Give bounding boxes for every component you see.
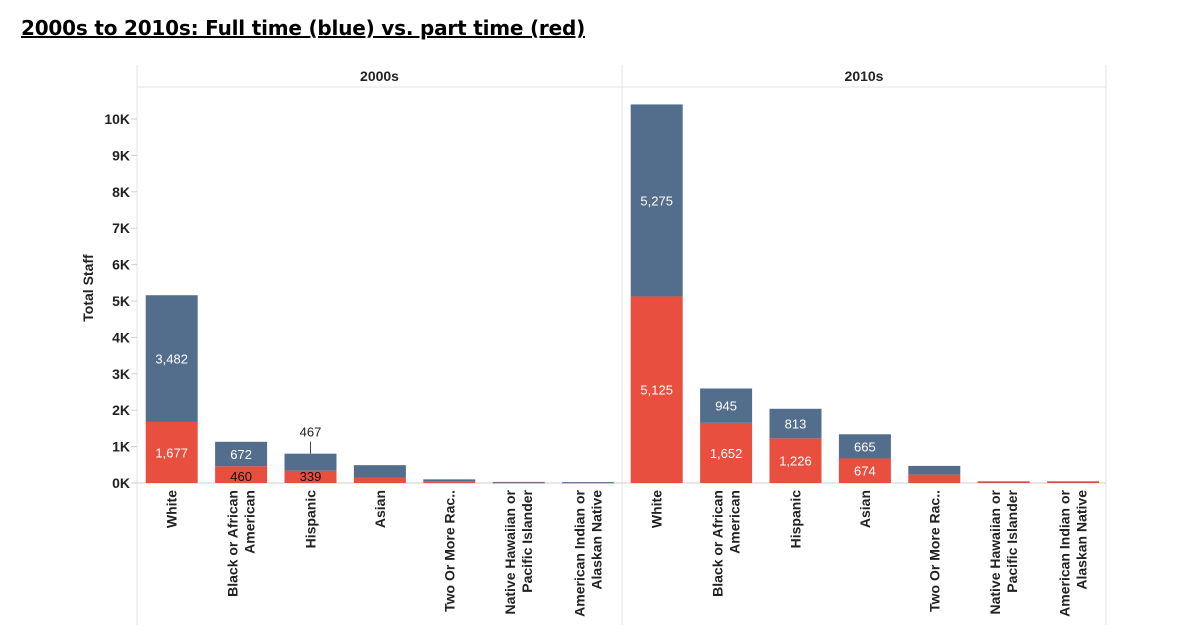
panel-title: 2000s: [360, 68, 399, 84]
y-tick-label: 7K: [112, 220, 130, 236]
full-time-bar: [492, 481, 545, 483]
y-tick-label: 8K: [112, 184, 130, 200]
full-time-bar: [284, 453, 337, 471]
part-time-bar: [838, 458, 891, 483]
category-label: Native Hawaiian or: [502, 489, 518, 614]
full-time-bar: [769, 408, 822, 439]
category-label: Asian: [372, 490, 388, 528]
y-tick-label: 5K: [112, 293, 130, 309]
full-time-bar: [908, 465, 961, 475]
part-time-data-label: 674: [854, 464, 876, 479]
y-tick-label: 4K: [112, 329, 130, 345]
y-tick-label: 0K: [112, 475, 130, 491]
part-time-bar: [215, 466, 268, 483]
full-time-data-label: 672: [230, 447, 252, 462]
full-time-bar: [145, 295, 198, 422]
part-time-bar: [769, 438, 822, 483]
category-label: Pacific Islander: [519, 489, 535, 592]
full-time-bar: [630, 104, 683, 297]
y-axis-label: Total Staff: [80, 254, 96, 322]
category-label: Asian: [857, 490, 873, 528]
full-time-data-label: 945: [715, 399, 737, 414]
part-time-data-label: 460: [230, 469, 252, 484]
part-time-data-label: 1,677: [155, 445, 188, 460]
category-label: Alaskan Native: [1074, 490, 1090, 590]
full-time-bar: [353, 465, 406, 478]
full-time-bar: [562, 482, 615, 483]
part-time-bar: [1047, 481, 1100, 483]
part-time-data-label: 5,125: [640, 383, 673, 398]
panel-title: 2010s: [845, 68, 884, 84]
full-time-data-label: 5,275: [640, 193, 673, 208]
category-label: Black or African: [710, 490, 726, 597]
part-time-data-label: 1,226: [779, 454, 812, 469]
category-label: Hispanic: [788, 490, 804, 549]
category-label: Native Hawaiian or: [987, 489, 1003, 614]
part-time-bar: [145, 421, 198, 483]
y-tick-label: 3K: [112, 366, 130, 382]
part-time-bar: [562, 482, 615, 484]
full-time-bar: [1047, 481, 1100, 483]
part-time-bar: [977, 481, 1030, 483]
category-label: American Indian or: [572, 489, 588, 616]
category-label: Two Or More Rac..: [441, 490, 457, 612]
category-label: Black or African: [225, 490, 241, 597]
full-time-bar: [700, 388, 753, 423]
y-tick-label: 2K: [112, 402, 130, 418]
part-time-data-label: 339: [300, 469, 322, 484]
category-label: White: [649, 490, 665, 528]
part-time-bar: [700, 422, 753, 483]
part-time-bar: [284, 470, 337, 483]
part-time-bar: [492, 482, 545, 484]
category-label: American: [727, 490, 743, 554]
part-time-bar: [630, 296, 683, 483]
full-time-bar: [838, 434, 891, 459]
full-time-bar: [423, 479, 476, 482]
category-label: American: [242, 490, 258, 554]
full-time-bar: [977, 481, 1030, 483]
part-time-bar: [908, 474, 961, 483]
category-label: Pacific Islander: [1004, 489, 1020, 592]
category-label: American Indian or: [1057, 489, 1073, 616]
y-tick-label: 1K: [112, 439, 130, 455]
full-time-bar: [215, 441, 268, 467]
category-label: Two Or More Rac..: [926, 490, 942, 612]
page-title: 2000s to 2010s: Full time (blue) vs. par…: [21, 16, 586, 40]
full-time-data-label: 3,482: [155, 352, 188, 367]
y-tick-label: 6K: [112, 257, 130, 273]
category-label: Alaskan Native: [589, 490, 605, 590]
part-time-data-label: 1,652: [710, 446, 743, 461]
part-time-bar: [423, 481, 476, 483]
y-tick-label: 10K: [104, 111, 130, 127]
full-time-data-label: 467: [300, 425, 322, 440]
category-label: Hispanic: [303, 490, 319, 549]
full-time-data-label: 665: [854, 439, 876, 454]
full-time-data-label: 813: [785, 417, 807, 432]
category-label: White: [164, 490, 180, 528]
y-tick-label: 9K: [112, 147, 130, 163]
part-time-bar: [353, 477, 406, 483]
